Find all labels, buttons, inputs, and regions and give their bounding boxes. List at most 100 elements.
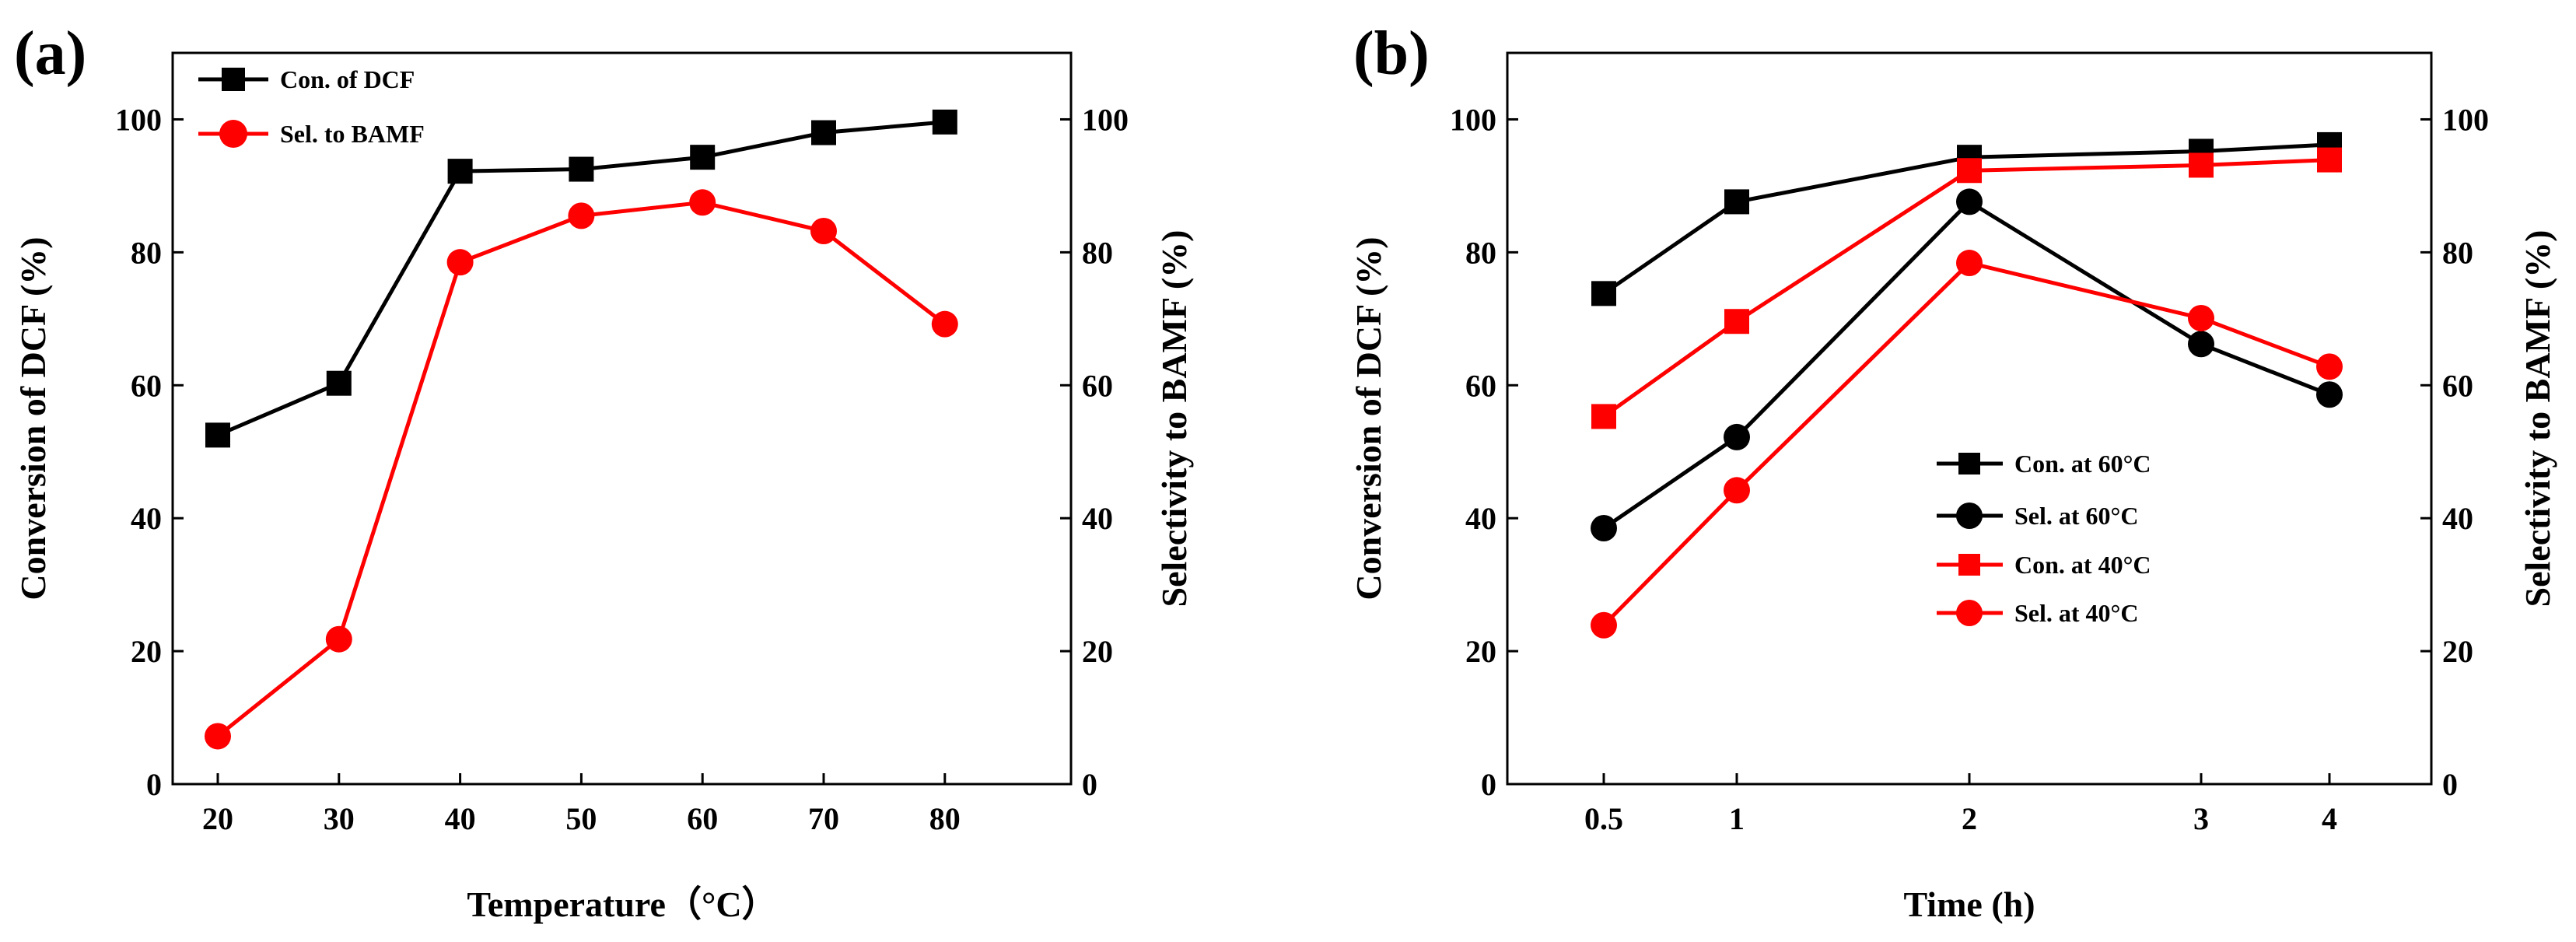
right-y-tick-label: 60	[2442, 368, 2473, 403]
data-point-sel-at-40-c	[1724, 477, 1750, 504]
legend-label-sel-at-40c: Sel. at 40°C	[2014, 599, 2138, 627]
left-y-tick-label: 20	[131, 634, 162, 669]
legend-entry-sel-at-40c: Sel. at 40°C	[1937, 599, 2138, 627]
x-tick-label: 0.5	[1584, 801, 1623, 836]
left-y-tick-label: 60	[1465, 368, 1496, 403]
data-point-sel-at-40-c	[1591, 611, 1617, 639]
data-point-con-of-dcf	[569, 156, 594, 182]
panel-a-x-axis-title: Temperature（°C）	[467, 884, 777, 924]
panel-a-right-y-axis-title: Selectivity to BAMF (%)	[1154, 230, 1194, 608]
x-tick-label: 2	[1962, 801, 1977, 836]
data-point-con-at-40-c	[1724, 309, 1749, 334]
panel-a-legend: Con. of DCF Sel. to BAMF	[198, 65, 425, 148]
right-y-tick-label: 0	[1082, 767, 1097, 802]
data-point-con-at-40-c	[1591, 404, 1616, 429]
legend-circle-marker-icon	[219, 120, 247, 148]
left-y-tick-label: 0	[146, 767, 162, 802]
data-point-con-at-40-c	[2317, 147, 2342, 173]
right-y-tick-label: 0	[2442, 767, 2458, 802]
panel-a-series	[205, 109, 958, 750]
x-tick-label: 20	[202, 801, 233, 836]
data-point-con-at-60-c	[1591, 281, 1616, 306]
x-tick-label: 4	[2322, 801, 2337, 836]
x-tick-label: 60	[687, 801, 718, 836]
data-point-sel-to-bamf	[810, 218, 837, 245]
panel-a-chart: (a) 0 0 20 20 40 40 60 60 80 80 100 100 20 30 40 50 60 7…	[13, 19, 1194, 924]
panel-b-legend: Con. at 60°C Sel. at 60°C Con. at 40°C S…	[1937, 450, 2151, 627]
left-y-tick-label: 60	[131, 368, 162, 403]
right-y-tick-label: 60	[1082, 368, 1113, 403]
legend-label-con-of-dcf: Con. of DCF	[280, 65, 415, 93]
legend-square-marker-icon	[222, 68, 245, 91]
data-point-sel-at-40-c	[1956, 250, 1983, 277]
left-y-tick-label: 80	[131, 235, 162, 270]
x-tick-label: 40	[445, 801, 476, 836]
panel-b-series	[1591, 131, 2343, 639]
data-point-con-of-dcf	[932, 109, 957, 135]
data-point-sel-at-40-c	[2188, 304, 2214, 331]
x-tick-label: 50	[565, 801, 597, 836]
legend-label-sel-at-60c: Sel. at 60°C	[2014, 502, 2138, 530]
data-point-sel-to-bamf	[325, 625, 352, 653]
panel-b-x-ticks: 0.5 1 2 3 4	[1584, 773, 2337, 836]
data-point-con-at-60-c	[1724, 189, 1749, 215]
left-y-tick-label: 80	[1465, 235, 1496, 270]
data-point-con-at-40-c	[1957, 158, 1982, 184]
legend-entry-con-at-60c: Con. at 60°C	[1937, 450, 2151, 478]
left-y-tick-label: 0	[1481, 767, 1496, 802]
data-point-sel-at-60-c	[1591, 515, 1617, 541]
panel-a-x-ticks: 20 30 40 50 60 70 80	[202, 773, 961, 836]
right-y-tick-label: 40	[1082, 501, 1113, 536]
data-point-con-of-dcf	[690, 145, 716, 170]
legend-label-con-at-40c: Con. at 40°C	[2014, 551, 2151, 579]
data-point-sel-at-60-c	[2316, 381, 2343, 408]
x-tick-label: 70	[808, 801, 839, 836]
panel-a-left-y-axis-title: Conversion of DCF (%)	[13, 236, 53, 600]
panel-b-label: (b)	[1353, 19, 1430, 88]
series-line-sel-to-bamf	[216, 200, 947, 738]
right-y-tick-label: 100	[1082, 102, 1129, 137]
data-point-sel-at-60-c	[2188, 331, 2214, 358]
legend-circle-marker-icon	[1956, 600, 1983, 626]
right-y-tick-label: 40	[2442, 501, 2473, 536]
x-tick-label: 1	[1729, 801, 1745, 836]
right-y-tick-label: 100	[2442, 102, 2489, 137]
right-y-tick-label: 80	[2442, 235, 2473, 270]
data-point-sel-at-60-c	[1724, 423, 1750, 450]
legend-entry-con-of-dcf: Con. of DCF	[198, 65, 415, 93]
legend-circle-marker-icon	[1956, 503, 1983, 529]
legend-square-marker-icon	[1958, 554, 1980, 576]
left-y-tick-label: 100	[1450, 102, 1496, 137]
panel-b-x-axis-title: Time (h)	[1903, 884, 2035, 924]
legend-label-con-at-60c: Con. at 60°C	[2014, 450, 2151, 478]
data-point-con-of-dcf	[811, 120, 836, 145]
data-point-sel-to-bamf	[689, 189, 716, 216]
legend-entry-sel-to-bamf: Sel. to BAMF	[198, 120, 425, 148]
panel-b-left-y-axis-title: Conversion of DCF (%)	[1349, 236, 1388, 600]
right-y-tick-label: 80	[1082, 235, 1113, 270]
data-point-con-of-dcf	[205, 422, 230, 448]
left-y-tick-label: 40	[131, 501, 162, 536]
panel-b-chart: (b) 0 0 20 20 40 40 60 60 80 80 100 100 0.5 1 2 3 4 Con…	[1349, 19, 2557, 924]
x-tick-label: 80	[929, 801, 961, 836]
right-y-tick-label: 20	[2442, 634, 2473, 669]
data-point-con-of-dcf	[447, 159, 473, 184]
x-tick-label: 30	[324, 801, 355, 836]
data-point-sel-to-bamf	[446, 249, 474, 276]
data-point-sel-to-bamf	[568, 202, 595, 229]
x-tick-label: 3	[2193, 801, 2209, 836]
panel-a-plot-frame	[171, 51, 1073, 786]
left-y-tick-label: 40	[1465, 501, 1496, 536]
data-point-sel-to-bamf	[205, 723, 231, 750]
data-point-sel-at-40-c	[2316, 353, 2343, 380]
left-y-tick-label: 20	[1465, 634, 1496, 669]
legend-entry-con-at-40c: Con. at 40°C	[1937, 551, 2151, 579]
panel-a-label: (a)	[14, 19, 86, 88]
data-point-sel-to-bamf	[931, 310, 958, 338]
right-y-tick-label: 20	[1082, 634, 1113, 669]
data-point-con-of-dcf	[326, 370, 352, 396]
panel-a-y-ticks: 0 0 20 20 40 40 60 60 80 80 100 100	[115, 102, 1129, 802]
left-y-tick-label: 100	[115, 102, 162, 137]
legend-label-sel-to-bamf: Sel. to BAMF	[280, 120, 425, 148]
